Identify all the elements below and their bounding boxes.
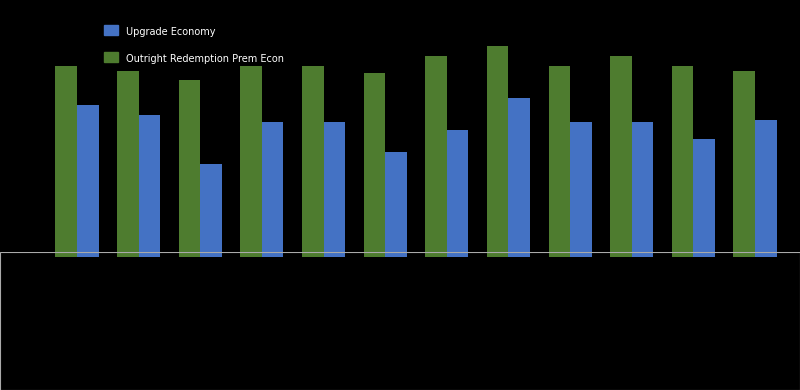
Text: Japan,
South
Korea: Japan, South Korea (374, 261, 396, 282)
Bar (447, 129, 468, 257)
Bar (117, 71, 138, 257)
Text: Africa,
Middle
East,
Turkey: Africa, Middle East, Turkey (558, 261, 582, 289)
Bar (426, 56, 447, 257)
Bar (734, 71, 755, 257)
Text: Europe: Europe (619, 261, 644, 267)
Bar (364, 73, 385, 257)
Bar (672, 66, 694, 257)
Bar (632, 122, 654, 257)
Bar (549, 66, 570, 257)
Bar (509, 98, 530, 257)
Text: North
China
(Shanghai,
Beijing): North China (Shanghai, Beijing) (243, 261, 281, 290)
Text: USA
(West
Coast): USA (West Coast) (682, 261, 705, 283)
Text: South
China,
HK,
Taiwan: South China, HK, Taiwan (188, 261, 212, 289)
Text: Upgrade Economy: Upgrade Economy (126, 27, 216, 37)
Bar (178, 80, 200, 257)
Text: Destinations: Destinations (10, 262, 74, 271)
Text: South Asia
(India,
Sri Lanka,
Maldives,
Bangladesh): South Asia (India, Sri Lanka, Maldives, … (302, 261, 346, 297)
Bar (77, 105, 98, 257)
Text: USA
(East Coast,
Houston): USA (East Coast, Houston) (734, 261, 776, 283)
Bar (138, 115, 160, 257)
Bar (487, 46, 509, 257)
Bar (262, 122, 283, 257)
Bar (200, 164, 222, 257)
Bar (610, 56, 632, 257)
Text: Malaysia,
Indonesia,
Brunei: Malaysia, Indonesia, Brunei (59, 261, 95, 282)
Bar (302, 66, 323, 257)
Bar (55, 66, 77, 257)
Text: Australia
(ex-Perth,
Darwin),
NZ: Australia (ex-Perth, Darwin), NZ (491, 261, 526, 290)
Bar (694, 140, 715, 257)
Bar (570, 122, 592, 257)
Bar (240, 66, 262, 257)
Text: Outright Redemption Prem Econ: Outright Redemption Prem Econ (126, 54, 285, 64)
Text: Philippines,
Thailand,
Vietnam,
Myanmar,
Cambodia,
Laos: Philippines, Thailand, Vietnam, Myanmar,… (118, 261, 158, 303)
Bar (323, 122, 345, 257)
Bar (755, 120, 777, 257)
Bar (385, 152, 406, 257)
Text: Australia
(Perth,
Darwin): Australia (Perth, Darwin) (431, 261, 462, 283)
